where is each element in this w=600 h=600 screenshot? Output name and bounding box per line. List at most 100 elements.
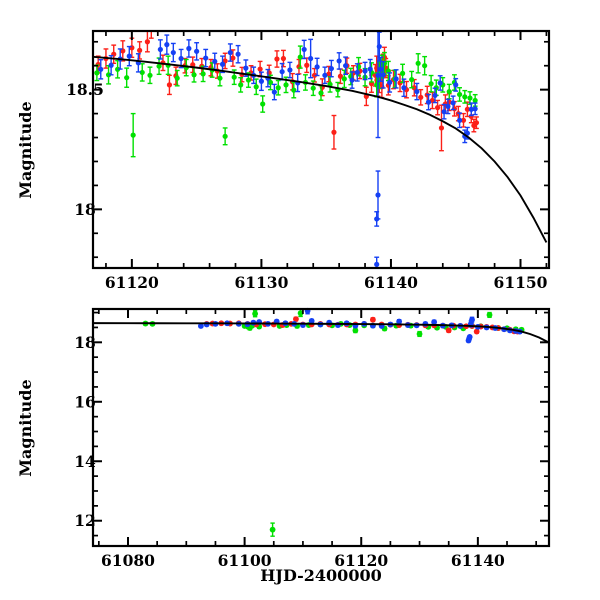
data-point: [283, 82, 289, 88]
data-point: [376, 43, 382, 50]
data-point: [428, 81, 434, 87]
data-point: [126, 53, 132, 59]
data-point: [308, 55, 314, 62]
data-point: [362, 68, 368, 74]
data-point: [310, 85, 316, 91]
data-point: [147, 72, 153, 78]
data-point: [337, 73, 344, 79]
data-point: [422, 63, 428, 69]
data-point: [434, 105, 441, 111]
data-point: [397, 80, 403, 86]
data-point: [144, 39, 151, 45]
lower-y-axis-label: Magnitude: [16, 379, 35, 476]
data-point: [170, 49, 176, 56]
data-point: [260, 101, 266, 107]
data-point: [130, 132, 136, 138]
x-tick-label: 61120: [105, 273, 159, 292]
data-point: [446, 88, 452, 95]
data-point: [191, 72, 197, 78]
x-tick-label: 61140: [364, 273, 418, 292]
data-point: [203, 55, 209, 61]
data-point: [267, 79, 274, 86]
data-point: [243, 65, 249, 71]
data-point: [166, 82, 173, 88]
data-point: [453, 82, 459, 88]
data-point: [274, 56, 280, 62]
data-point: [252, 310, 259, 317]
data-point: [238, 82, 244, 88]
data-point: [418, 94, 424, 100]
data-point: [473, 328, 480, 335]
data-point: [469, 316, 475, 323]
data-point: [464, 106, 470, 112]
y-tick-label: 18: [74, 200, 96, 219]
data-point: [186, 45, 192, 52]
data-point: [174, 75, 180, 81]
data-point: [257, 66, 263, 72]
series-blue: [98, 31, 478, 268]
lower-model-curve: [92, 322, 549, 343]
y-tick-label: 18.5: [66, 80, 104, 99]
lower-ytick-labels: 12 14 16 18: [74, 333, 96, 530]
data-point: [457, 117, 463, 123]
data-point: [462, 94, 468, 100]
data-point: [438, 125, 445, 131]
data-point: [437, 80, 443, 86]
series-red: [95, 32, 480, 152]
data-point: [219, 61, 226, 67]
upper-ytick-labels: 18 18.5: [66, 80, 104, 219]
lower-panel-frame: [91, 307, 551, 548]
upper-y-axis-label: Magnitude: [16, 101, 35, 198]
data-point: [291, 87, 297, 93]
data-point: [297, 310, 304, 317]
data-point: [230, 55, 236, 61]
data-point: [156, 63, 162, 69]
data-point: [396, 318, 403, 325]
data-point: [304, 62, 310, 68]
data-point: [486, 312, 493, 318]
data-point: [450, 100, 456, 106]
data-point: [441, 109, 447, 115]
data-point: [460, 117, 467, 123]
data-point: [245, 77, 252, 83]
x-tick-label: 61080: [101, 551, 155, 570]
data-point: [124, 75, 130, 81]
data-point: [231, 74, 237, 80]
data-point: [115, 66, 121, 72]
data-point: [343, 63, 349, 69]
data-point: [414, 88, 420, 95]
data-point: [472, 97, 478, 104]
data-point: [287, 67, 293, 73]
y-tick-label: 16: [74, 392, 96, 411]
data-point: [432, 92, 438, 98]
data-point: [415, 60, 421, 66]
upper-panel-ticks: [93, 31, 549, 268]
data-point: [258, 78, 265, 84]
data-point: [194, 48, 200, 54]
y-tick-label: 12: [74, 511, 96, 530]
data-point: [331, 129, 337, 135]
data-point: [328, 65, 334, 72]
data-point: [253, 84, 259, 90]
data-point: [308, 317, 315, 324]
data-point: [431, 319, 438, 325]
data-point: [98, 66, 104, 72]
data-point: [341, 76, 347, 82]
data-point: [200, 71, 206, 77]
data-point: [380, 72, 386, 78]
data-point: [387, 79, 393, 86]
data-point: [466, 334, 473, 340]
upper-panel-frame: [91, 29, 551, 270]
data-point: [416, 331, 423, 337]
data-point: [468, 106, 474, 112]
data-point: [375, 72, 381, 78]
data-point: [235, 51, 241, 57]
data-point: [227, 49, 233, 56]
data-point: [464, 130, 470, 136]
upper-panel-data: [94, 31, 480, 268]
data-point: [393, 76, 399, 82]
